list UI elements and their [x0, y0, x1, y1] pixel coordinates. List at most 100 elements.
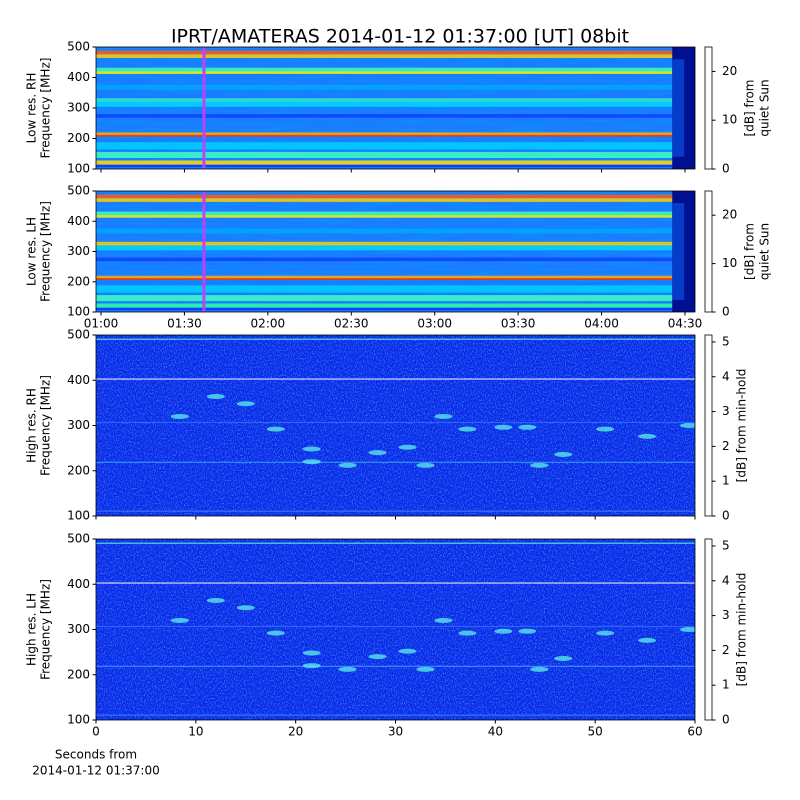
y-axis-label: Frequency [MHz]: [39, 201, 53, 302]
spectrogram-burst: [416, 666, 435, 672]
spectrogram-band: [96, 295, 675, 302]
spectrogram-dropout: [672, 59, 685, 157]
spectrogram-burst: [638, 433, 657, 439]
figure-title: IPRT/AMATERAS 2014-01-12 01:37:00 [UT] 0…: [171, 26, 629, 48]
colorbar-tick-label: 0: [722, 305, 730, 319]
colorbar-tick-label: 0: [722, 162, 730, 176]
spectrogram-band: [96, 54, 675, 58]
x-tick-label: 02:30: [334, 317, 369, 331]
y-tick-label: 100: [67, 509, 90, 523]
spectrogram-band: [96, 307, 675, 311]
spectrogram-burst: [206, 394, 225, 400]
spectrogram-line: [96, 338, 695, 340]
spectrogram-line: [96, 714, 695, 716]
spectrogram-line: [96, 542, 695, 544]
spectrogram-noise: [96, 47, 695, 169]
spectrogram-line: [96, 461, 695, 463]
spectrogram-burst: [530, 666, 549, 672]
colorbar-tick-label: 3: [722, 608, 730, 622]
spectrogram-burst: [518, 424, 537, 430]
spectrogram-burst: [434, 413, 453, 419]
spectrogram-line: [96, 582, 695, 584]
spectrogram-line: [96, 625, 695, 628]
y-axis-label: Low res. LH: [25, 217, 39, 286]
spectrogram-burst: [680, 627, 695, 632]
spectrogram-burst: [458, 630, 477, 636]
spectrogram-burst: [236, 605, 255, 611]
x-tick-label: 60: [687, 725, 702, 739]
colorbar-tick-label: 20: [722, 208, 737, 222]
colorbar-tick-label: 10: [722, 256, 737, 270]
spectrogram-band: [96, 228, 675, 234]
y-tick-label: 500: [67, 328, 90, 342]
spectrogram-burst: [596, 630, 615, 636]
y-tick-label: 500: [67, 40, 90, 54]
x-axis-label: Seconds from: [55, 748, 137, 762]
spectrogram-burst: [170, 413, 189, 419]
spectrogram-noise: [96, 539, 695, 720]
spectrogram-burst: [398, 444, 417, 450]
x-tick-label: 02:00: [251, 317, 286, 331]
x-axis-label: 2014-01-12 01:37:00: [32, 764, 159, 778]
spectrogram-band: [96, 215, 675, 218]
spectrogram-band: [96, 303, 675, 308]
spectrogram-burst: [530, 462, 549, 468]
y-axis-label: High res. RH: [25, 388, 39, 463]
colorbar-tick-label: 5: [722, 334, 730, 348]
colorbar-tick-label: 4: [722, 369, 730, 383]
x-tick-label: 40: [488, 725, 503, 739]
spectrogram-band: [96, 194, 675, 199]
spectrogram-band: [96, 285, 675, 293]
spectrogram-line: [96, 378, 695, 380]
spectrogram-band: [96, 164, 675, 168]
colorbar-tick-label: 2: [722, 439, 730, 453]
spectrogram-band: [96, 101, 675, 107]
colorbar-tick-label: 10: [722, 113, 737, 127]
x-tick-label: 01:00: [84, 317, 119, 331]
spectrogram-burst: [638, 637, 657, 643]
spectrogram-burst: [596, 426, 615, 432]
y-axis-label: Frequency [MHz]: [39, 58, 53, 159]
colorbar: [704, 190, 713, 313]
y-tick-label: 500: [67, 532, 90, 546]
spectrogram-burst: [554, 451, 573, 457]
colorbar-label: [dB] from: [743, 223, 757, 280]
spectrogram-burst: [398, 648, 417, 654]
spectrogram-band: [96, 160, 675, 165]
spectrogram-burst: [170, 617, 189, 623]
y-axis-label: High res. LH: [25, 593, 39, 666]
y-tick-label: 100: [67, 305, 90, 319]
colorbar: [704, 334, 713, 517]
colorbar: [704, 538, 713, 721]
colorbar-tick-label: 3: [722, 404, 730, 418]
y-tick-label: 200: [67, 667, 90, 681]
spectrogram-band: [96, 134, 675, 137]
colorbar-tick-label: 2: [722, 643, 730, 657]
spectrogram-band: [96, 50, 675, 55]
spectrogram-band: [96, 71, 675, 74]
spectrogram: [96, 191, 695, 312]
spectrogram-line: [96, 510, 695, 512]
spectrogram-burst: [458, 426, 477, 432]
spectrogram-band: [96, 84, 675, 90]
spectrogram-burst: [302, 650, 321, 656]
spectrogram-dropout: [672, 203, 685, 300]
spectrogram-burst: [434, 617, 453, 623]
spectrogram-noise: [96, 335, 695, 516]
y-tick-label: 300: [67, 101, 90, 115]
x-tick-label: 30: [388, 725, 403, 739]
spectrogram-burst: [206, 598, 225, 604]
y-tick-label: 200: [67, 131, 90, 145]
y-tick-label: 200: [67, 463, 90, 477]
spectrogram-burst: [266, 630, 285, 636]
colorbar-label: quiet Sun: [758, 79, 772, 136]
spectrogram-burst: [302, 663, 321, 669]
spectrogram-band: [96, 151, 675, 159]
spectrogram-band: [96, 98, 675, 102]
spectrogram-burst: [338, 462, 357, 468]
spectrogram-band: [96, 114, 675, 118]
y-axis-label: Frequency [MHz]: [39, 375, 53, 476]
colorbar-tick-label: 4: [722, 573, 730, 587]
spectrogram-band: [96, 241, 675, 246]
